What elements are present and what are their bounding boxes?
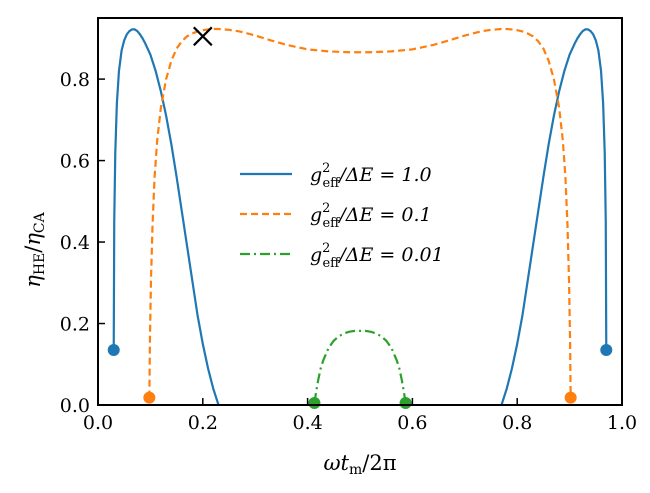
- series-line-2: [148, 27, 572, 398]
- y-axis-label-sub1: HE: [32, 253, 48, 275]
- x-axis-label-omega: ωt: [323, 451, 349, 475]
- x-axis-label: ωtm/2π: [323, 451, 396, 478]
- x-axis: 0.0 0.2 0.4 0.6 0.8 1.0: [83, 398, 637, 434]
- y-axis: 0.0 0.2 0.4 0.6 0.8: [60, 69, 105, 417]
- y-axis-label-slash: /: [21, 245, 45, 253]
- x-tick-label: 0.6: [397, 412, 427, 434]
- legend-label: g2 eff/ΔE = 1.0: [310, 161, 432, 191]
- series-3-endpoint-1: [308, 396, 321, 409]
- legend-entry-3: g2 eff/ΔE = 0.01: [240, 241, 444, 271]
- x-tick-label: 0.0: [83, 412, 113, 434]
- series-line-1-left: [112, 28, 220, 406]
- y-tick-label: 0.0: [60, 395, 90, 417]
- y-axis-label-eta1: η: [21, 275, 45, 288]
- y-axis-label-sub2: CA: [32, 211, 48, 233]
- x-tick-label: 1.0: [607, 412, 637, 434]
- legend-label: g2 eff/ΔE = 0.1: [310, 201, 432, 231]
- plot-frame: [97, 17, 623, 406]
- y-tick-label: 0.4: [60, 232, 90, 254]
- curves-layer: [112, 27, 608, 406]
- series-2-endpoint-2: [564, 391, 577, 404]
- series-line-1-right: [500, 28, 608, 406]
- x-tick-label: 0.4: [292, 412, 322, 434]
- x-marker-annotation: [193, 26, 213, 47]
- legend: g2 eff/ΔE = 1.0 g2 eff/ΔE = 0.1 g2 eff/ΔE = 0…: [240, 161, 444, 271]
- x-tick-label: 0.8: [502, 412, 532, 434]
- y-tick-label: 0.6: [60, 151, 90, 173]
- series-1-endpoint-2: [600, 344, 613, 357]
- series-3-endpoint-2: [399, 396, 412, 409]
- legend-label: g2 eff/ΔE = 0.01: [310, 241, 444, 271]
- x-axis-label-tail: /2π: [362, 451, 396, 475]
- y-tick-label: 0.2: [60, 314, 90, 336]
- series-2-endpoint-1: [143, 391, 156, 404]
- x-tick-label: 0.2: [188, 412, 218, 434]
- x-axis-label-sub: m: [349, 462, 362, 478]
- series-1-endpoint-1: [107, 344, 120, 357]
- y-tick-label: 0.8: [60, 69, 90, 91]
- y-axis-label: ηHE/ηCA: [21, 211, 48, 287]
- series-line-3: [313, 329, 407, 404]
- y-axis-label-eta2: η: [21, 233, 45, 246]
- legend-entry-2: g2 eff/ΔE = 0.1: [240, 201, 432, 231]
- legend-entry-1: g2 eff/ΔE = 1.0: [240, 161, 432, 191]
